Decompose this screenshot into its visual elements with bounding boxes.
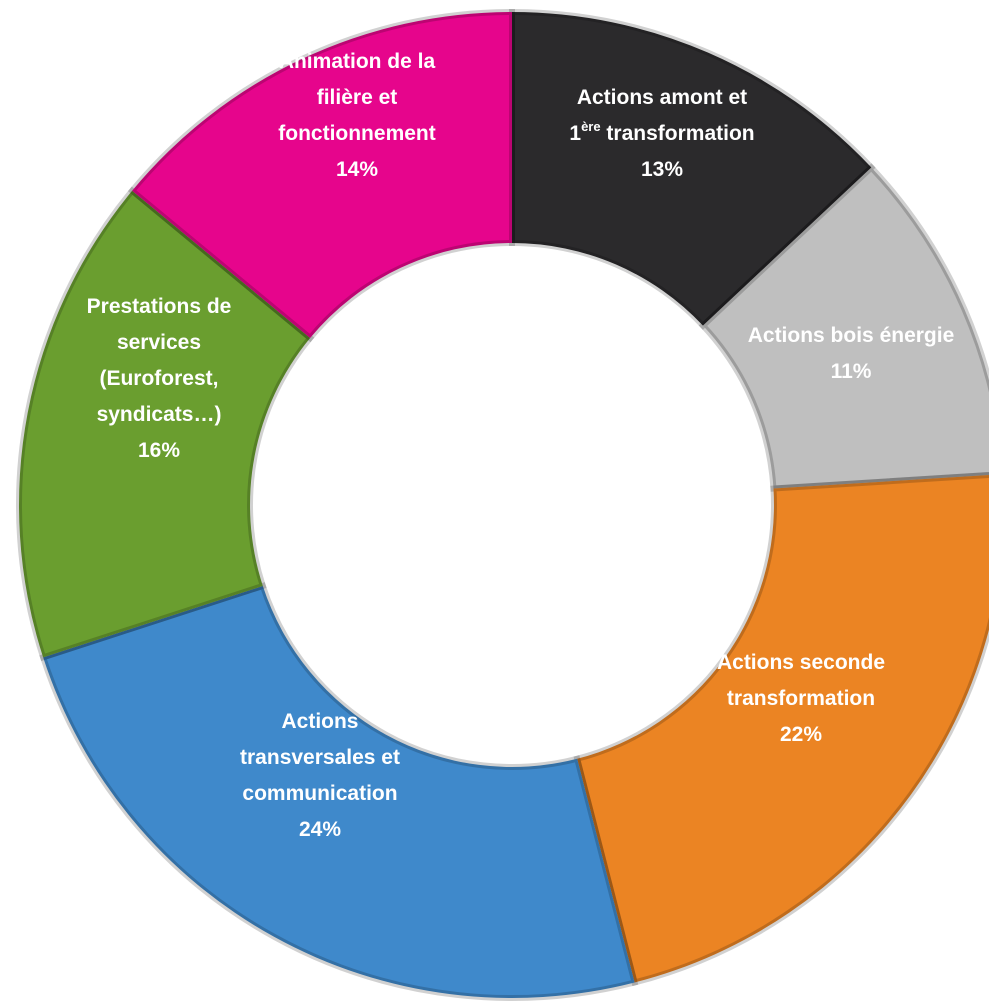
- slices-group: [16, 8, 989, 1001]
- slice-label-line: Prestations de: [87, 295, 232, 318]
- slice-6: [127, 8, 515, 343]
- slice-label-1: Actions amont et 1ère transformation 13%: [569, 86, 754, 181]
- slice-label-line: Actions bois énergie: [748, 324, 955, 347]
- slice-label-line: transversales et: [240, 746, 400, 769]
- slice-label-line: Actions amont et: [577, 86, 747, 109]
- slice-label-line: filière et: [317, 86, 398, 109]
- slice-percent-5: 16%: [138, 439, 180, 462]
- slice-4: [39, 582, 639, 1001]
- slice-label-line: Actions: [281, 710, 358, 733]
- slice-label-line: services: [117, 331, 201, 354]
- slice-label-6: Animation de la filière et fonctionnement 1…: [278, 50, 436, 181]
- slice-label-2: Actions bois énergie 11%: [748, 324, 955, 383]
- slice-label-line: syndicats…): [97, 403, 222, 426]
- slice-label-4: Actions transversales et communication 24%: [240, 710, 400, 841]
- slice-percent-2: 11%: [831, 360, 872, 383]
- slice-label-line: 1ère transformation: [569, 119, 754, 145]
- labels-group: Actions amont et 1ère transformation 13%Ac…: [87, 50, 955, 841]
- slice-1: [509, 8, 876, 330]
- slice-percent-6: 14%: [336, 158, 378, 181]
- slice-5: [16, 186, 315, 662]
- slice-3: [573, 471, 989, 987]
- slice-label-line: Actions seconde: [717, 651, 885, 674]
- slice-label-5: Prestations de services (Euroforest, syndic…: [87, 295, 232, 462]
- slice-label-3: Actions seconde transformation 22%: [717, 651, 885, 746]
- slice-percent-1: 13%: [641, 158, 683, 181]
- slice-2: [698, 163, 989, 492]
- slice-percent-4: 24%: [299, 818, 341, 841]
- slice-label-line: fonctionnement: [278, 122, 436, 145]
- slice-label-line: (Euroforest,: [99, 367, 218, 390]
- slice-label-line: transformation: [727, 687, 875, 710]
- slice-label-line: Animation de la: [279, 50, 436, 73]
- slice-percent-3: 22%: [780, 723, 822, 746]
- slice-label-line: communication: [242, 782, 397, 805]
